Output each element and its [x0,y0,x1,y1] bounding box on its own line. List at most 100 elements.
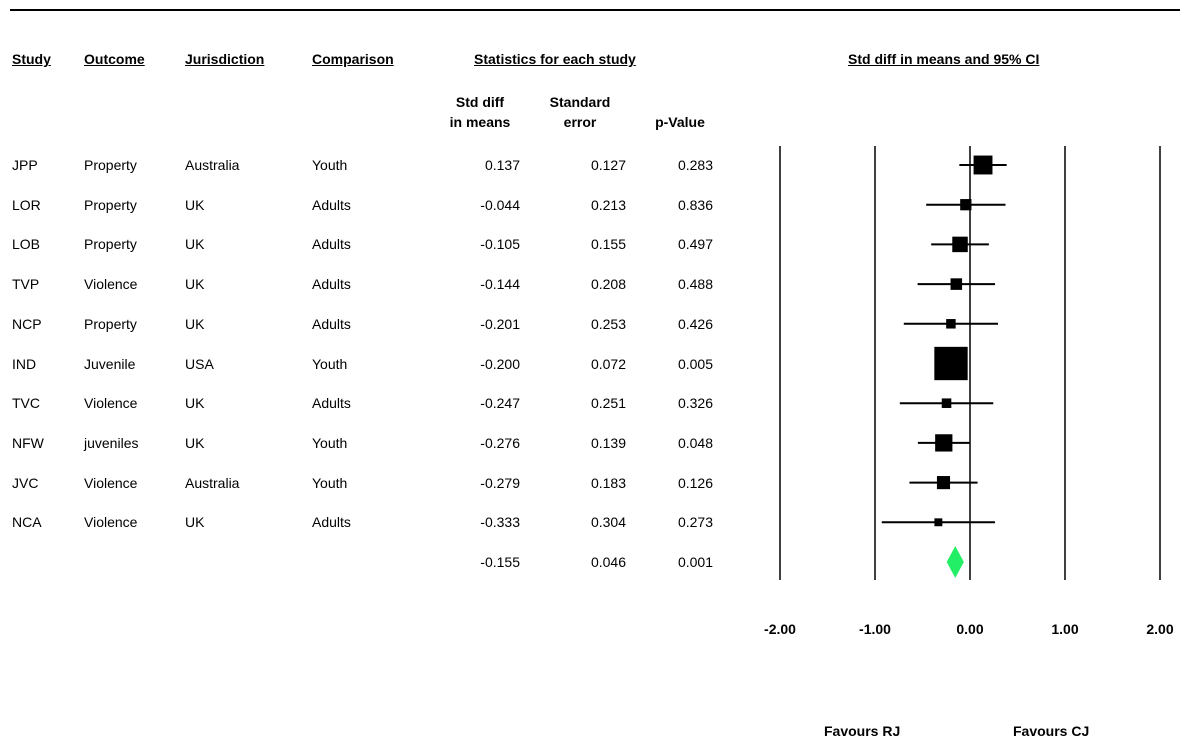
cell-p-value: 0.426 [677,316,713,332]
tick-label: 0.00 [956,621,984,637]
cell-comparison: Adults [312,276,351,292]
cell-outcome: Property [84,236,137,252]
cell-outcome: Property [84,316,137,332]
cell-std-diff: -0.144 [480,276,520,292]
cell-outcome: Property [84,197,137,213]
point-estimate [934,346,968,381]
header-plot-title: Std diff in means and 95% CI [848,51,1040,67]
cell-comparison: Adults [312,514,351,530]
cell-p-value: 0.283 [677,157,713,173]
cell-study: TVC [12,395,40,411]
cell-std-diff: -0.105 [480,236,520,252]
cell-outcome: Property [84,157,137,173]
cell-p-value: 0.005 [677,356,713,372]
cell-jurisdiction: UK [185,514,205,530]
favours-left-label: Favours RJ [824,723,901,739]
cell-std-error: 0.213 [590,197,626,213]
cell-comparison: Adults [312,236,351,252]
cell-std-error: 0.253 [590,316,626,332]
tick-label: 1.00 [1051,621,1079,637]
point-estimate [950,278,963,290]
cell-jurisdiction: Australia [185,475,240,491]
point-estimate [934,518,943,527]
cell-std-diff: -0.201 [480,316,520,332]
cell-p-value: 0.326 [677,395,713,411]
header-jurisdiction: Jurisdiction [185,51,265,67]
favours-right-label: Favours CJ [1013,723,1090,739]
cell-std-diff: -0.044 [480,197,520,213]
cell-p-value: 0.497 [677,236,713,252]
summary-p-value: 0.001 [677,554,713,570]
cell-comparison: Youth [312,157,348,173]
cell-study: JPP [12,157,38,173]
cell-comparison: Youth [312,475,348,491]
cell-p-value: 0.048 [677,435,713,451]
cell-outcome: Juvenile [84,356,136,372]
point-estimate [952,236,968,253]
top-rule [10,9,1180,11]
cell-outcome: Violence [84,276,138,292]
cell-study: LOB [12,236,41,252]
tick-label: -1.00 [859,621,891,637]
header-std-diff: Std diff in means [449,94,511,130]
cell-jurisdiction: UK [185,276,205,292]
cell-std-error: 0.251 [590,395,626,411]
point-estimate [941,398,952,408]
tick-label: 2.00 [1146,621,1174,637]
cell-std-diff: -0.279 [480,475,520,491]
cell-std-error: 0.139 [590,435,626,451]
cell-outcome: Violence [84,514,138,530]
cell-comparison: Adults [312,197,351,213]
point-estimate [946,319,956,329]
point-estimate [935,434,953,452]
cell-jurisdiction: Australia [185,157,240,173]
cell-jurisdiction: UK [185,236,205,252]
cell-std-error: 0.304 [590,514,626,530]
cell-comparison: Adults [312,316,351,332]
summary-std-diff: -0.155 [480,554,520,570]
cell-std-diff: -0.276 [480,435,520,451]
cell-p-value: 0.488 [677,276,713,292]
cell-jurisdiction: UK [185,316,205,332]
cell-std-diff: -0.200 [480,356,520,372]
cell-study: TVP [12,276,40,292]
cell-p-value: 0.273 [677,514,713,530]
cell-std-error: 0.072 [590,356,626,372]
cell-jurisdiction: USA [185,356,214,372]
point-estimate [936,476,951,490]
cell-jurisdiction: UK [185,395,205,411]
cell-comparison: Youth [312,435,348,451]
cell-outcome: Violence [84,395,138,411]
cell-jurisdiction: UK [185,197,205,213]
cell-std-error: 0.208 [590,276,626,292]
cell-study: NCA [12,514,42,530]
cell-study: NFW [12,435,44,451]
cell-comparison: Adults [312,395,351,411]
cell-std-diff: -0.247 [480,395,520,411]
header-study: Study [12,51,51,67]
cell-p-value: 0.836 [677,197,713,213]
cell-study: JVC [12,475,39,491]
cell-study: NCP [12,316,42,332]
cell-std-diff: 0.137 [484,157,520,173]
cell-p-value: 0.126 [677,475,713,491]
cell-study: IND [12,356,37,372]
cell-outcome: juveniles [84,435,139,451]
header-std-error: Standard error [549,94,611,130]
point-estimate [973,155,993,175]
cell-jurisdiction: UK [185,435,205,451]
header-outcome: Outcome [84,51,145,67]
tick-label: -2.00 [764,621,796,637]
header-comparison: Comparison [312,51,394,67]
point-estimate [960,199,972,211]
cell-study: LOR [12,197,41,213]
summary-std-error: 0.046 [590,554,626,570]
summary-diamond [946,546,964,578]
header-statistics: Statistics for each study [474,51,636,67]
cell-std-error: 0.183 [590,475,626,491]
cell-outcome: Violence [84,475,138,491]
cell-std-diff: -0.333 [480,514,520,530]
header-p-value: p-Value [655,114,705,130]
cell-std-error: 0.127 [590,157,626,173]
